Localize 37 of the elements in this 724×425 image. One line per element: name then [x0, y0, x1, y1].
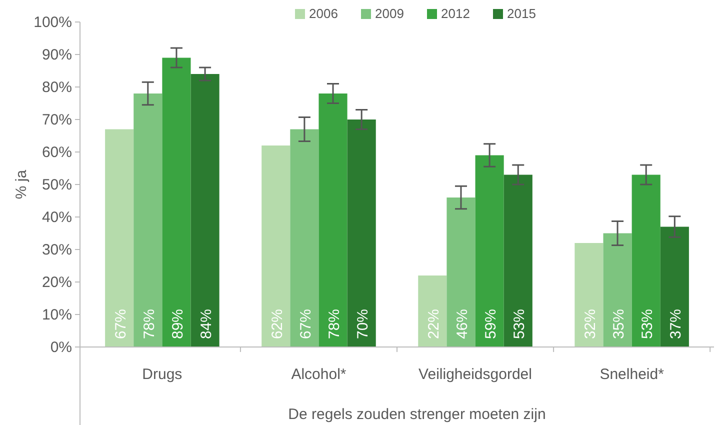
y-tick-label: 80% [42, 79, 72, 96]
y-tick-label: 30% [42, 242, 72, 258]
x-axis-title: De regels zouden strenger moeten zijn [288, 406, 546, 423]
data-label: 46% [454, 308, 471, 339]
x-tick-label: Drugs [142, 366, 182, 383]
legend-label: 2009 [375, 6, 404, 21]
legend-label: 2006 [309, 6, 338, 21]
data-label: 89% [169, 308, 186, 339]
y-axis-title: % ja [13, 169, 30, 200]
x-tick-label: Snelheid* [600, 366, 664, 383]
data-label: 37% [668, 308, 685, 339]
legend-label: 2015 [507, 6, 536, 21]
data-label: 78% [326, 308, 344, 339]
legend-label: 2012 [441, 6, 470, 21]
x-tick-label: Alcohol* [291, 366, 346, 383]
y-tick-label: 60% [42, 144, 72, 161]
y-tick-label: 40% [42, 209, 72, 226]
data-label: 84% [198, 308, 216, 339]
data-label: 67% [112, 308, 130, 339]
data-label: 32% [582, 308, 599, 339]
y-tick-label: 100% [34, 14, 72, 31]
y-tick-label: 70% [42, 112, 72, 128]
data-label: 78% [140, 308, 158, 339]
data-label: 35% [610, 308, 628, 339]
y-tick-label: 10% [42, 306, 72, 324]
data-label: 59% [482, 308, 500, 339]
data-label: 70% [354, 308, 372, 339]
y-tick-label: 0% [50, 339, 72, 356]
y-tick-label: 20% [42, 274, 72, 291]
data-label: 62% [268, 308, 286, 339]
data-label: 22% [425, 308, 442, 339]
y-tick-label: 50% [42, 176, 72, 194]
y-tick-label: 90% [42, 46, 72, 64]
data-label: 53% [639, 308, 656, 339]
data-label: 67% [297, 308, 314, 339]
x-tick-label: Veiligheidsgordel [418, 366, 532, 383]
data-label: 53% [511, 308, 528, 339]
